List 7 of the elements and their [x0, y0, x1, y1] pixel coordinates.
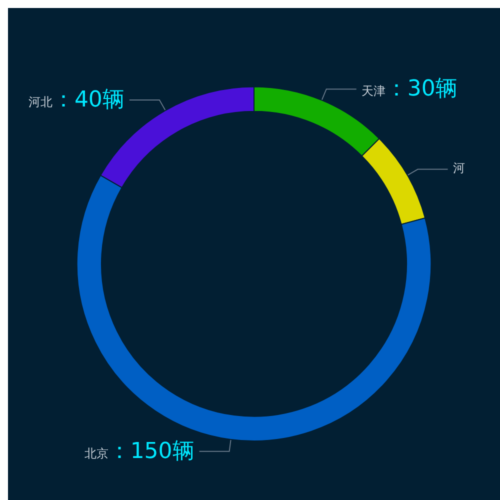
- slice-label: 河北: [28, 95, 52, 110]
- data-label: ：30辆: [385, 76, 458, 102]
- slice-label: 河: [452, 160, 465, 175]
- slice-label: 北京: [84, 446, 108, 460]
- data-label: ：40辆: [52, 88, 124, 113]
- slice-label: 天津: [361, 84, 386, 98]
- data-label: ：150辆: [108, 438, 194, 464]
